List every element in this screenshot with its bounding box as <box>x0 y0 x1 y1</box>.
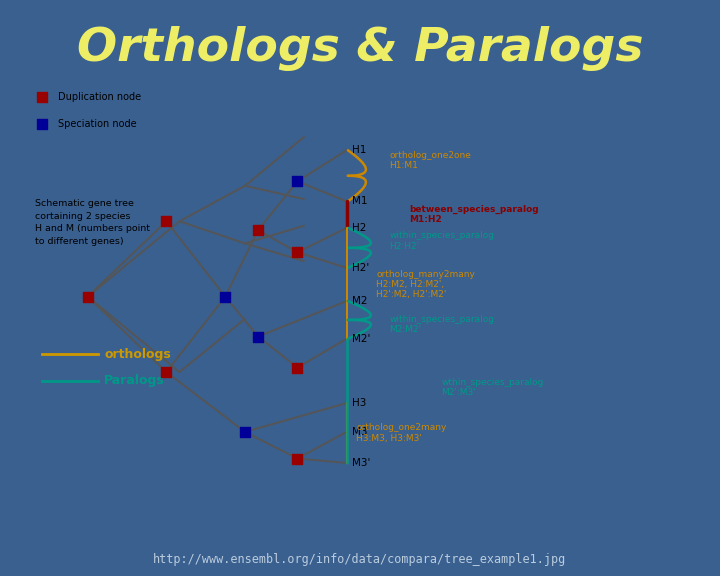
Point <box>161 367 172 377</box>
Text: between_species_paralog
M1:H2: between_species_paralog M1:H2 <box>409 205 539 225</box>
Text: M3': M3' <box>352 458 370 468</box>
Text: H1: H1 <box>352 145 366 156</box>
Point <box>253 332 264 341</box>
Text: H2': H2' <box>352 263 369 273</box>
Point <box>239 427 251 437</box>
Point <box>36 119 48 128</box>
Text: Orthologs & Paralogs: Orthologs & Paralogs <box>77 26 643 71</box>
Point <box>292 248 303 257</box>
Point <box>161 217 172 226</box>
Text: M3: M3 <box>352 427 367 437</box>
Text: Duplication node: Duplication node <box>58 92 141 102</box>
Point <box>292 177 303 186</box>
Text: Paralogs: Paralogs <box>104 374 165 388</box>
Text: ortholog_one2many
H3:M3, H3:M3': ortholog_one2many H3:M3, H3:M3' <box>356 423 447 443</box>
Point <box>292 454 303 463</box>
Point <box>253 225 264 235</box>
Text: within_species_paralog
M2:M2': within_species_paralog M2:M2' <box>390 314 494 334</box>
Text: ortholog_one2one
H1:M1: ortholog_one2one H1:M1 <box>390 150 471 170</box>
Text: http://www.ensembl.org/info/data/compara/tree_example1.jpg: http://www.ensembl.org/info/data/compara… <box>153 552 567 566</box>
Text: H3: H3 <box>352 398 366 408</box>
Text: within_species_paralog
H2:H2': within_species_paralog H2:H2' <box>390 232 494 251</box>
Point <box>82 292 94 301</box>
Point <box>292 363 303 372</box>
Text: H2: H2 <box>352 223 366 233</box>
Text: orthologs: orthologs <box>104 348 171 361</box>
Text: ortholog_many2many
H2:M2, H2:M2',
H2':M2, H2':M2': ortholog_many2many H2:M2, H2:M2', H2':M2… <box>376 270 475 300</box>
Text: Speciation node: Speciation node <box>58 119 137 128</box>
Text: M1: M1 <box>352 196 367 206</box>
Point <box>36 92 48 101</box>
Text: Schematic gene tree
cortaining 2 species
H and M (numbers point
to different gen: Schematic gene tree cortaining 2 species… <box>35 199 150 245</box>
Text: M2: M2 <box>352 296 367 306</box>
Text: wthin_species_paralog
M2':M3': wthin_species_paralog M2':M3' <box>441 378 544 397</box>
Text: M2': M2' <box>352 334 370 344</box>
Point <box>220 292 231 301</box>
